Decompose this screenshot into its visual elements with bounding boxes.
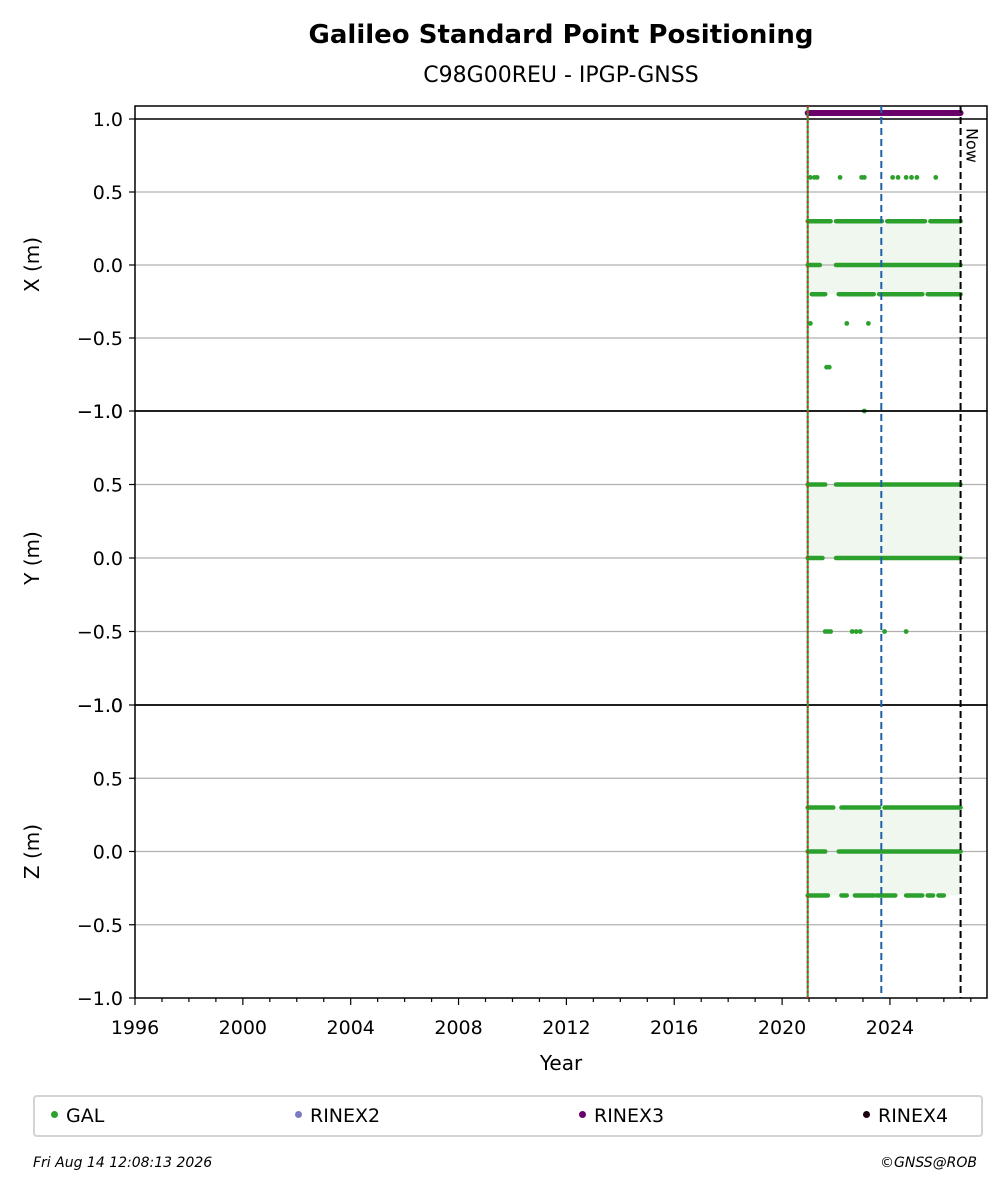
gal-point-1-6 <box>882 629 887 634</box>
panel-frame-2 <box>134 704 988 999</box>
gal-point-1-2 <box>828 629 834 634</box>
x-tick-label-5: 2016 <box>650 1017 698 1039</box>
y-tick-label-1-2: 0.0 <box>93 548 123 570</box>
legend-label-rinex4: RINEX4 <box>878 1105 949 1127</box>
gal-point-0-16 <box>826 364 832 370</box>
gal-point-0-2 <box>814 175 820 180</box>
legend-label-rinex3: RINEX3 <box>594 1105 665 1127</box>
y-tick-label-1-4: −1.0 <box>77 695 123 717</box>
legend-marker-rinex2 <box>295 1111 302 1118</box>
gal-point-0-11 <box>933 175 939 180</box>
gal-point-0-7 <box>895 175 901 180</box>
y-tick-label-2-1: 0.5 <box>93 768 123 790</box>
gal-point-0-6 <box>890 175 896 180</box>
y-tick-label-0-0: 1.0 <box>93 109 123 131</box>
gal-point-1-3 <box>849 629 855 634</box>
legend-marker-gal <box>51 1111 58 1118</box>
vertical-line-label-3: Now <box>963 128 982 163</box>
y-tick-label-1-1: 0.5 <box>93 475 123 497</box>
legend-label-gal: GAL <box>66 1105 105 1127</box>
legend-item-gal: GAL <box>51 1097 104 1135</box>
x-tick-label-6: 2020 <box>758 1017 806 1039</box>
y-tick-label-1-3: −0.5 <box>77 622 123 644</box>
x-tick-label-2: 2004 <box>327 1017 375 1039</box>
gal-point-0-0 <box>807 175 813 180</box>
gal-point-1-5 <box>857 629 863 634</box>
gal-spread-0 <box>807 221 961 295</box>
x-tick-label-3: 2008 <box>434 1017 482 1039</box>
y-tick-label-2-4: −1.0 <box>77 988 123 1010</box>
x-tick-label-4: 2012 <box>542 1017 590 1039</box>
y-tick-label-2-3: −0.5 <box>77 915 123 937</box>
gal-point-0-8 <box>903 175 909 180</box>
gal-point-1-7 <box>903 629 909 634</box>
footer-copyright: ©GNSS@ROB <box>880 1155 977 1171</box>
gal-point-0-12 <box>807 321 813 326</box>
plot-area: 1.0 0.5 0.0 −0.5 −1.0 X (m) 0.5 0.0 −0.5 −1.0 −1.0… <box>20 105 988 1039</box>
legend-label-rinex2: RINEX2 <box>310 1105 381 1127</box>
y-axis-label-2: Z (m) <box>20 824 44 879</box>
y-tick-label-2-2: 0.0 <box>93 842 123 864</box>
y-tick-label-0-3: −0.5 <box>77 328 123 350</box>
legend-item-rinex3: RINEX3 <box>579 1097 664 1135</box>
gal-point-0-5 <box>861 175 867 180</box>
gal-point-0-13 <box>844 321 850 326</box>
gal-point-0-9 <box>909 175 914 180</box>
footer-timestamp: Fri Aug 14 12:08:13 2026 <box>33 1155 213 1171</box>
legend: GAL RINEX2 RINEX3 RINEX4 <box>33 1095 983 1137</box>
gal-spread-1 <box>807 484 961 558</box>
legend-item-rinex2: RINEX2 <box>295 1097 380 1135</box>
gal-point-1-4 <box>853 629 859 634</box>
gal-point-0-10 <box>914 175 920 180</box>
x-tick-label-0: 1996 <box>111 1017 159 1039</box>
gal-point-0-14 <box>865 321 871 326</box>
y-tick-label-0-2: 0.0 <box>93 255 123 277</box>
y-tick-label-top-1: −1.0 <box>77 401 123 423</box>
chart-subtitle: C98G00REU - IPGP-GNSS <box>423 63 698 88</box>
legend-marker-rinex4 <box>863 1111 870 1118</box>
y-tick-label-0-1: 0.5 <box>93 182 123 204</box>
legend-marker-rinex3 <box>579 1111 586 1118</box>
legend-item-rinex4: RINEX4 <box>863 1097 948 1135</box>
x-tick-label-1: 2000 <box>219 1017 267 1039</box>
x-tick-label-7: 2024 <box>866 1017 914 1039</box>
gal-point-0-3 <box>837 175 843 180</box>
chart-title: Galileo Standard Point Positioning <box>309 20 814 50</box>
y-tick-label-0-4: −1.0 <box>77 401 123 423</box>
x-axis-label: Year <box>539 1051 583 1075</box>
y-tick-label-top-2: −1.0 <box>77 695 123 717</box>
y-axis-label-1: Y (m) <box>20 531 44 586</box>
y-axis-label-0: X (m) <box>20 237 44 292</box>
